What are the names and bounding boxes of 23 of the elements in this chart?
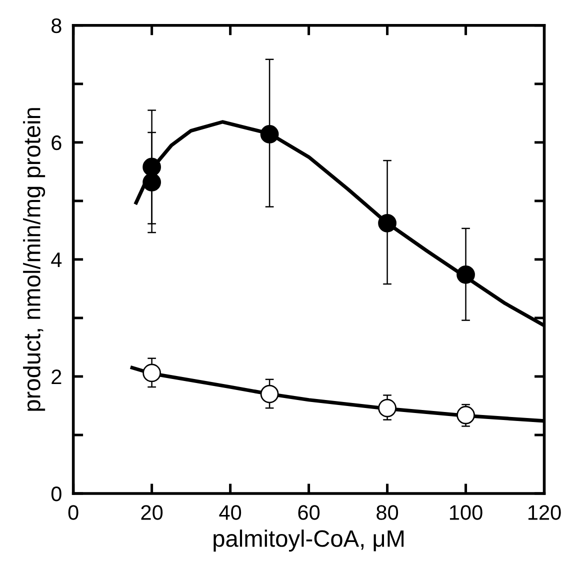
point xyxy=(142,158,162,176)
x-tick-label: 40 xyxy=(219,505,242,520)
point xyxy=(378,398,396,418)
x-axis-title: palmitoyl-CoA, μM xyxy=(214,530,404,552)
x-tick-label: 20 xyxy=(141,505,163,520)
y-axis-title: product, nmol/min/mg protein xyxy=(23,108,46,411)
y-tick-label: 2 xyxy=(52,369,62,384)
x-tick-label: 60 xyxy=(298,505,320,520)
x-tick-label: 0 xyxy=(68,505,78,520)
point xyxy=(456,265,475,284)
point xyxy=(142,173,162,192)
point xyxy=(142,364,162,382)
y-tick-label: 0 xyxy=(51,486,62,502)
x-tick-label: 100 xyxy=(450,505,482,520)
point xyxy=(378,214,396,232)
point xyxy=(260,384,279,404)
x-tick-label: 120 xyxy=(528,505,561,520)
y-tick-label: 8 xyxy=(52,18,62,34)
point xyxy=(456,406,475,424)
x-tick-label: 80 xyxy=(376,505,398,520)
y-tick-label: 4 xyxy=(51,252,62,267)
y-tick-label: 6 xyxy=(52,135,62,150)
point xyxy=(260,125,279,144)
